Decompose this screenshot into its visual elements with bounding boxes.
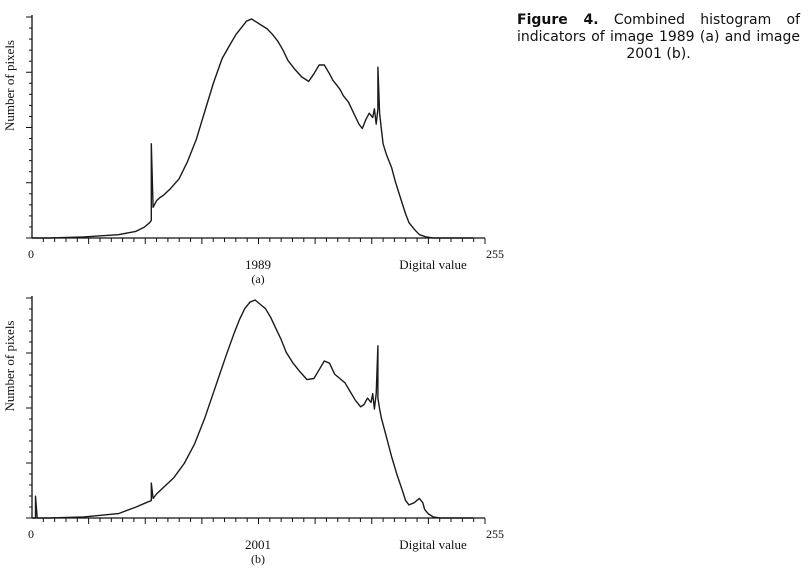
panel-letter: (a): [251, 272, 264, 286]
histogram-panel-a: 0 255 Number of pixels 1989 Digital value (a): [2, 15, 504, 286]
histogram-panel-b: 0 255 Number of pixels 2001 Digital value (b): [2, 296, 504, 566]
x-tick-label-min: 0: [28, 247, 34, 261]
y-axis-label: Number of pixels: [2, 40, 17, 131]
panel-title-year: 2001: [245, 537, 271, 552]
y-axis-label: Number of pixels: [2, 321, 17, 412]
histogram-line: [32, 18, 473, 239]
x-tick-label-min: 0: [28, 527, 34, 541]
x-axis-label: Digital value: [399, 257, 467, 272]
x-tick-label-max: 255: [486, 247, 504, 261]
histogram-line: [32, 299, 473, 519]
figure-caption: Figure 4. Combined histogram of indicato…: [517, 12, 800, 63]
x-axis-label: Digital value: [399, 537, 467, 552]
figure-caption-label: Figure 4.: [517, 12, 599, 28]
panel-title-year: 1989: [245, 257, 271, 272]
panel-letter: (b): [251, 552, 265, 566]
figure-caption-text: Combined histogram of indicators of imag…: [517, 12, 801, 62]
x-tick-label-max: 255: [486, 527, 504, 541]
